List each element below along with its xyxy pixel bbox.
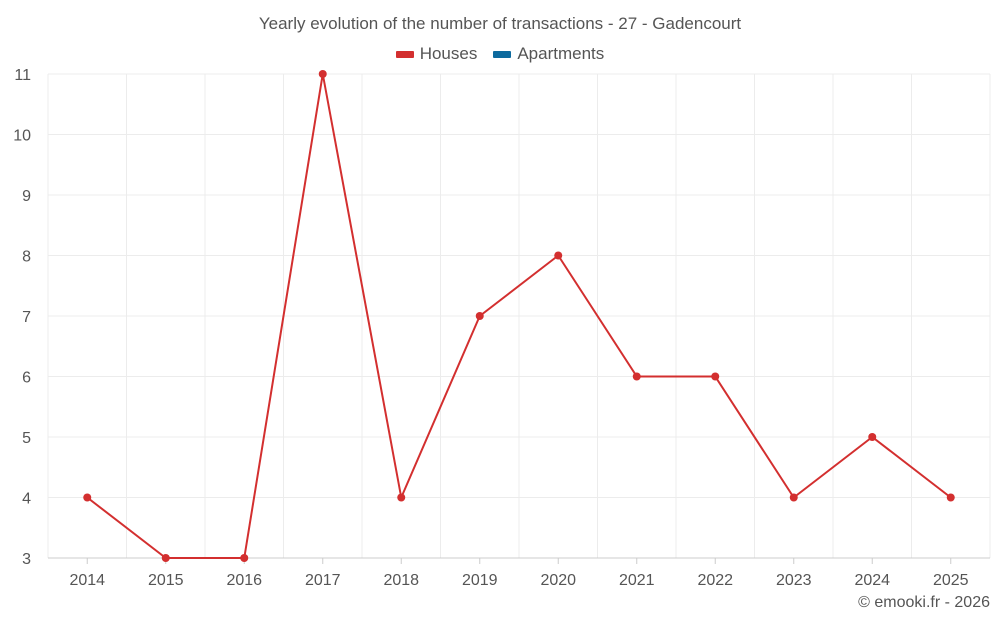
data-point bbox=[397, 493, 406, 502]
y-tick-label: 10 bbox=[13, 128, 31, 145]
data-point bbox=[554, 251, 563, 260]
x-tick-label: 2024 bbox=[854, 572, 890, 589]
y-tick-label: 8 bbox=[22, 249, 31, 266]
data-point bbox=[475, 312, 484, 320]
y-tick-label: 5 bbox=[22, 430, 31, 447]
x-tick-label: 2023 bbox=[776, 572, 812, 589]
legend-swatch-houses bbox=[395, 50, 414, 58]
x-tick-label: 2016 bbox=[226, 572, 262, 589]
y-tick-label: 7 bbox=[22, 309, 31, 326]
y-tick-label: 3 bbox=[22, 551, 31, 568]
data-point bbox=[868, 433, 877, 441]
x-tick-label: 2019 bbox=[462, 572, 498, 589]
credit-text: © emooki.fr - 2026 bbox=[858, 594, 990, 611]
x-tick-label: 2021 bbox=[619, 572, 655, 589]
x-tick-label: 2022 bbox=[697, 572, 733, 589]
data-point bbox=[318, 70, 327, 78]
x-tick-label: 2014 bbox=[69, 572, 105, 589]
legend-item-apartments[interactable]: Apartments bbox=[493, 44, 604, 64]
x-tick-label: 2025 bbox=[933, 572, 969, 589]
series-line-houses bbox=[86, 73, 952, 559]
x-tick-label: 2020 bbox=[540, 572, 576, 589]
chart-title: Yearly evolution of the number of transa… bbox=[258, 14, 742, 33]
x-tick-label: 2018 bbox=[383, 572, 419, 589]
data-point bbox=[161, 554, 170, 562]
y-tick-label: 4 bbox=[22, 491, 31, 508]
legend-swatch-apartments bbox=[493, 50, 512, 58]
data-point bbox=[83, 493, 92, 502]
chart-legend: Houses Apartments bbox=[0, 44, 1000, 64]
x-tick-label: 2015 bbox=[148, 572, 184, 589]
y-tick-label: 9 bbox=[22, 188, 31, 205]
series-layer bbox=[83, 70, 955, 562]
y-tick-label: 11 bbox=[14, 67, 31, 84]
legend-label-apartments: Apartments bbox=[517, 44, 605, 63]
grid-layer bbox=[47, 73, 991, 558]
data-point bbox=[946, 493, 955, 502]
x-tick-label: 2017 bbox=[305, 572, 341, 589]
data-point bbox=[632, 372, 641, 381]
data-point bbox=[240, 554, 249, 562]
axis-layer: 3 4 5 6 7 8 9 10 11 2014 2015 2016 2017 2018 2019 2020 2… bbox=[13, 67, 990, 589]
legend-item-houses[interactable]: Houses bbox=[395, 44, 478, 64]
y-tick-label: 6 bbox=[22, 370, 31, 387]
legend-label-houses: Houses bbox=[419, 44, 478, 63]
data-point bbox=[711, 372, 720, 381]
data-point bbox=[789, 493, 798, 502]
